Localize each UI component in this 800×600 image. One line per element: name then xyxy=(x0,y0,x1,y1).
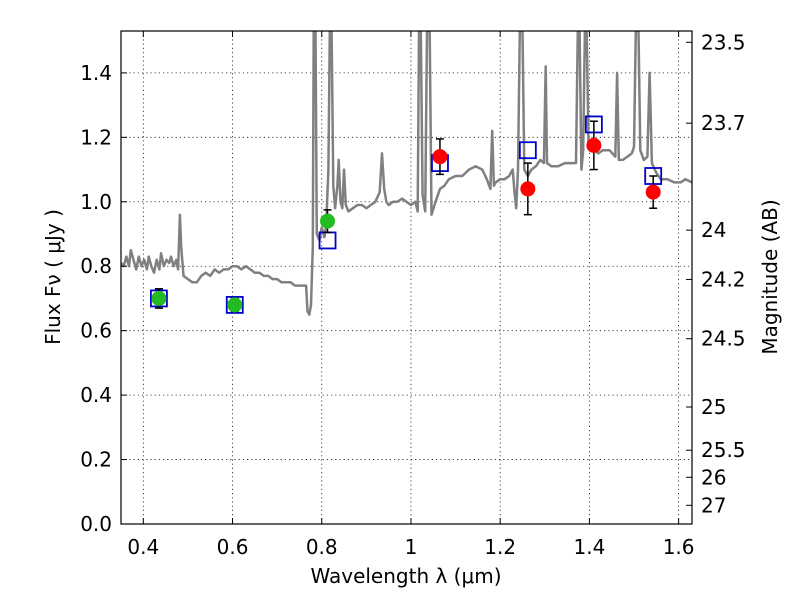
axis-ticks: 0.4 0.6 0.8 1 1.2 1.4 1.6 0.0 0.2 0.4 0.6 0.8 1.0 1.2… xyxy=(80,30,745,559)
y-tick-label: 0.6 xyxy=(80,319,112,343)
y-axis-right-label: Magnitude (AB) xyxy=(758,199,782,354)
y-tick-label: 0.2 xyxy=(80,448,112,472)
model-flux-square xyxy=(518,141,537,160)
x-tick-label: 1 xyxy=(405,535,418,559)
mag-tick-label: 25.5 xyxy=(701,438,746,462)
x-tick-label: 1.6 xyxy=(663,535,695,559)
plot-frame xyxy=(120,30,693,525)
y-tick-label: 1.2 xyxy=(80,125,112,149)
y-tick-label: 0.0 xyxy=(80,512,112,536)
mag-tick-label: 23.5 xyxy=(701,30,746,54)
plot-background xyxy=(121,31,692,524)
observed-flux-point xyxy=(586,137,602,153)
x-tick-label: 0.8 xyxy=(306,535,338,559)
mag-tick-label: 23.7 xyxy=(701,111,746,135)
mag-tick-label: 24 xyxy=(701,218,726,242)
x-axis-label: Wavelength λ (μm) xyxy=(310,564,501,588)
y-tick-label: 0.4 xyxy=(80,383,112,407)
y-tick-label: 0.8 xyxy=(80,254,112,278)
x-tick-label: 1.4 xyxy=(573,535,605,559)
model-spectrum-line xyxy=(121,31,692,316)
observed-flux-point xyxy=(520,181,536,197)
observed-flux-point xyxy=(227,297,243,313)
mag-tick-label: 24.2 xyxy=(701,267,746,291)
mag-tick-label: 26 xyxy=(701,465,726,489)
observed-flux-point xyxy=(432,149,448,165)
mag-tick-label: 25 xyxy=(701,395,726,419)
mag-tick-label: 27 xyxy=(701,493,726,517)
mag-tick-label: 24.5 xyxy=(701,327,746,351)
model-flux-square xyxy=(225,295,244,314)
data-area xyxy=(121,31,692,316)
observed-flux-point xyxy=(320,213,336,229)
x-tick-label: 0.4 xyxy=(127,535,159,559)
y-tick-label: 1.4 xyxy=(80,61,112,85)
y-axis-label: Flux Fν ( μJy ) xyxy=(41,209,65,345)
observed-flux-point xyxy=(645,184,661,200)
y-tick-label: 1.0 xyxy=(80,190,112,214)
x-tick-label: 0.6 xyxy=(217,535,249,559)
x-tick-label: 1.2 xyxy=(484,535,516,559)
observed-flux-point xyxy=(151,290,167,306)
